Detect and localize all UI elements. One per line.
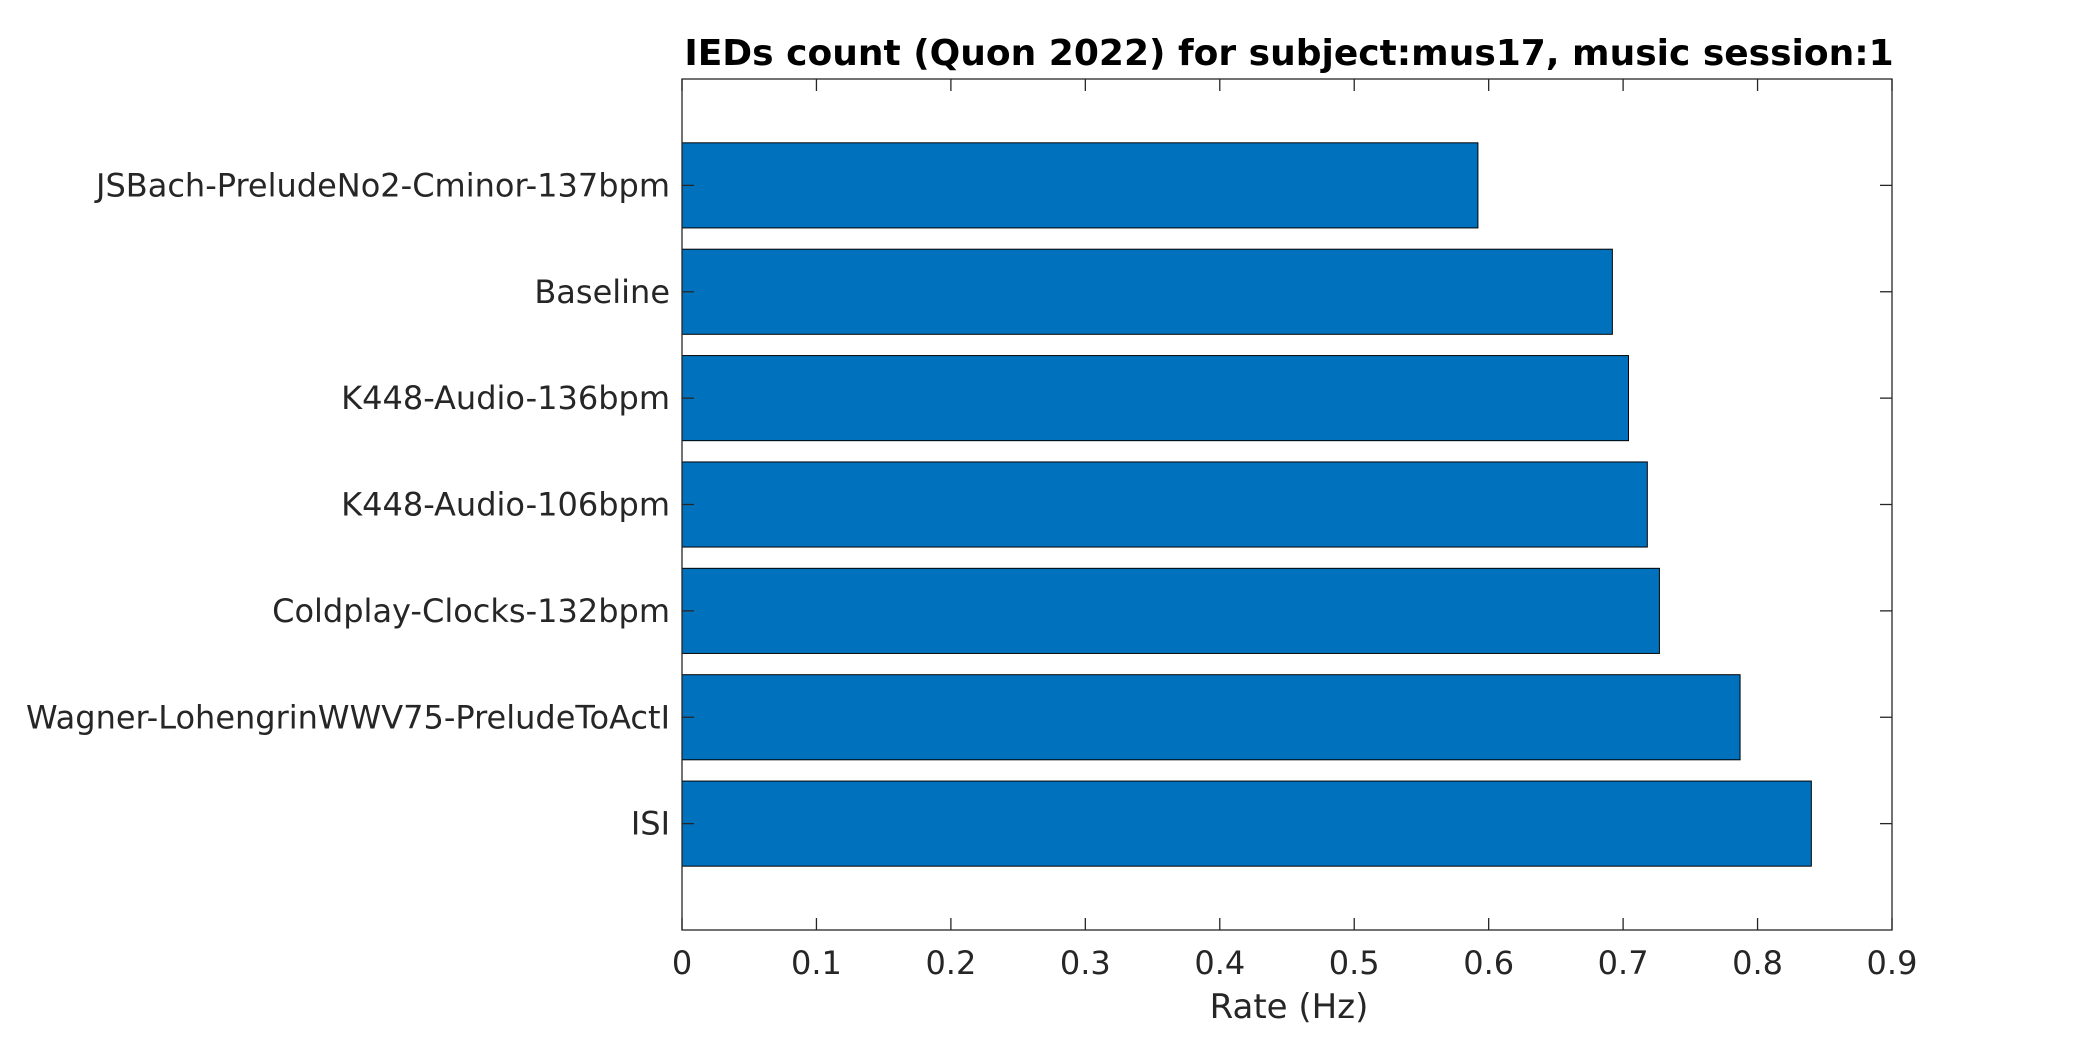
bar-baseline <box>681 248 1613 335</box>
x-axis-label: Rate (Hz) <box>1210 987 1369 1027</box>
bars-group <box>681 142 1812 867</box>
x-tick-label: 0.3 <box>1060 944 1111 982</box>
x-tick-label: 0.4 <box>1194 944 1245 982</box>
bar-isi <box>681 780 1812 867</box>
x-tick-label: 0.7 <box>1598 944 1649 982</box>
x-tick-label: 0.1 <box>791 944 842 982</box>
x-ticks-group: 0 0.1 0.2 0.3 0.4 0.5 0.6 0.7 0.8 0.9 <box>672 79 1918 982</box>
y-ticks-group: JSBach-PreludeNo2-Cminor-137bpm Baseline K… <box>26 166 1892 843</box>
y-category-label: ISI <box>631 805 670 843</box>
bar-coldplay-clocks-132bpm <box>681 567 1660 654</box>
x-tick-label: 0.8 <box>1732 944 1783 982</box>
y-category-label: K448-Audio-106bpm <box>341 486 670 524</box>
x-tick-label: 0.2 <box>925 944 976 982</box>
y-category-label: Coldplay-Clocks-132bpm <box>272 592 670 630</box>
x-tick-label: 0.9 <box>1867 944 1918 982</box>
x-tick-label: 0.6 <box>1463 944 1514 982</box>
chart-title: IEDs count (Quon 2022) for subject:mus17… <box>684 33 1893 74</box>
bar-wagner-lohengrinwwv75-preludetoacti <box>681 674 1741 761</box>
y-category-label: Baseline <box>534 273 670 311</box>
x-tick-label: 0.5 <box>1329 944 1380 982</box>
y-category-label: Wagner-LohengrinWWV75-PreludeToActI <box>26 698 670 736</box>
bar-k448-audio-136bpm <box>681 355 1629 442</box>
bar-k448-audio-106bpm <box>681 461 1648 548</box>
x-tick-label: 0 <box>672 944 692 982</box>
bar-jsbach-preludeno2-cminor-137bpm <box>681 142 1479 229</box>
y-category-label: JSBach-PreludeNo2-Cminor-137bpm <box>94 166 670 204</box>
y-category-label: K448-Audio-136bpm <box>341 379 670 417</box>
